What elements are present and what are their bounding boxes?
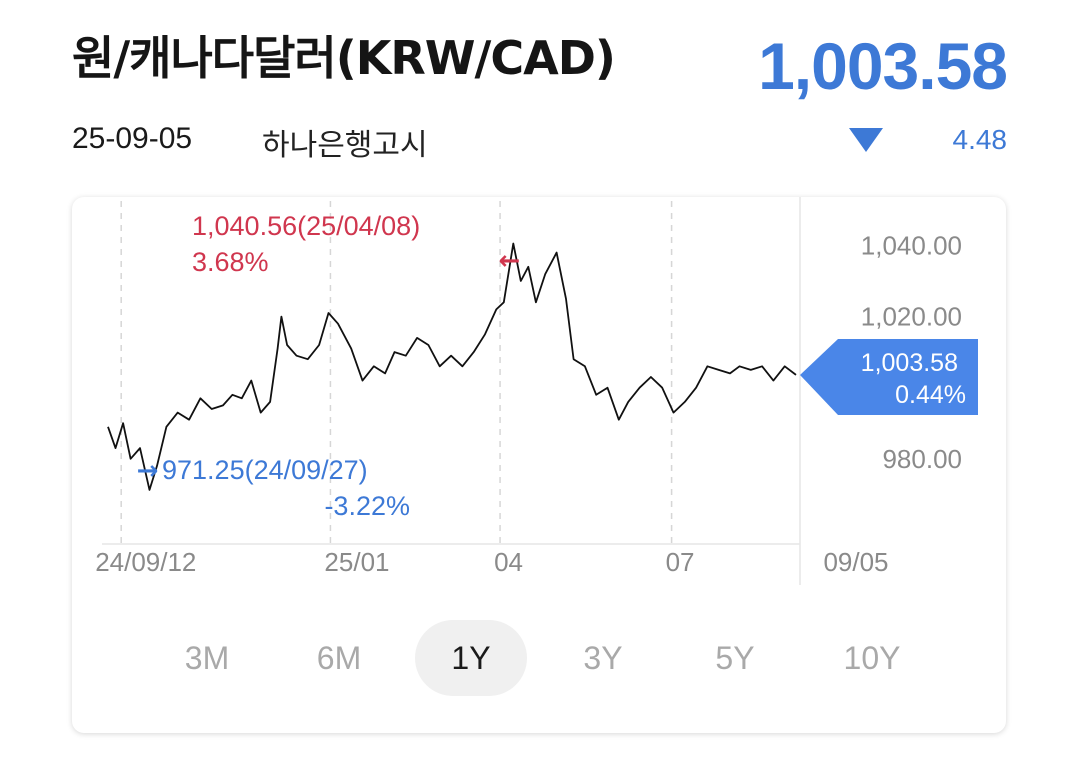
tab-3m[interactable]: 3M (184, 640, 230, 676)
tab-3y[interactable]: 3Y (583, 640, 623, 676)
price-line (107, 242, 797, 491)
quote-date: 25-09-05 (72, 122, 193, 155)
tab-6m[interactable]: 6M (316, 640, 362, 676)
low-annotation-pct: -3.22% (324, 491, 410, 521)
chart-card: 24/09/12 25/01 04 07 09/05 1,040.00 1,020.00 98… (72, 197, 1006, 733)
current-value-callout (800, 338, 978, 415)
x-tick-label: 09/05 (823, 547, 888, 577)
current-value-label: 1,003.58 (861, 349, 958, 377)
low-arrow-icon: → (137, 456, 159, 486)
y-tick-label: 980.00 (882, 444, 962, 474)
tab-10y[interactable]: 10Y (843, 640, 901, 676)
tab-1y[interactable]: 1Y (415, 620, 527, 696)
x-tick-label: 25/01 (324, 547, 389, 577)
x-tick-label: 24/09/12 (95, 547, 196, 577)
tab-5y[interactable]: 5Y (715, 640, 755, 676)
y-tick-label: 1,040.00 (861, 230, 962, 260)
page-title: 원/캐나다달러(KRW/CAD) (72, 31, 616, 85)
current-value-pct: 0.44% (895, 381, 966, 409)
x-tick-label: 07 (666, 547, 695, 577)
price-change: 4.48 (952, 124, 1008, 155)
high-arrow-icon: ← (498, 246, 520, 276)
x-tick-label: 04 (494, 547, 523, 577)
high-annotation-pct: 3.68% (192, 247, 269, 277)
high-annotation-label: 1,040.56(25/04/08) (192, 211, 420, 241)
low-annotation-label: 971.25(24/09/27) (162, 455, 368, 485)
line-chart[interactable]: 24/09/12 25/01 04 07 09/05 1,040.00 1,020.00 98… (72, 197, 1006, 733)
quote-source: 하나은행고시 (262, 128, 428, 163)
current-price: 1,003.58 (758, 29, 1008, 103)
triangle-down-icon (849, 128, 883, 152)
range-tabs: 3M 6M 1Y 3Y 5Y 10Y (72, 620, 1006, 696)
y-tick-label: 1,020.00 (861, 302, 962, 332)
